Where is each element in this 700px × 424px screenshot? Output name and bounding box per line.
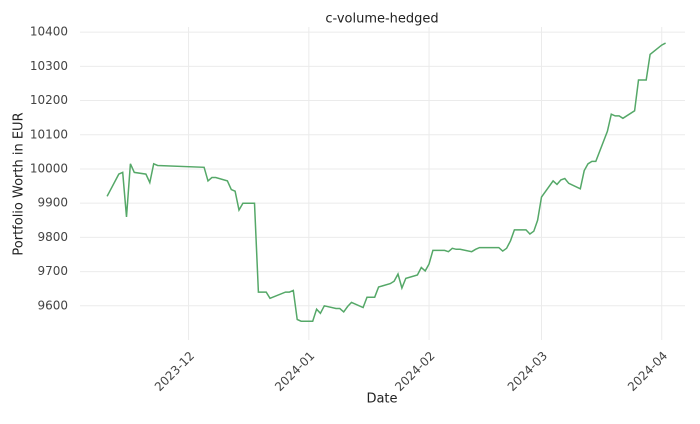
x-tick-label: 2023-12: [152, 349, 197, 394]
x-tick-label: 2024-01: [272, 349, 317, 394]
y-tick-label: 9800: [37, 230, 68, 244]
x-tick-label: 2024-03: [505, 349, 550, 394]
x-tick-label: 2024-04: [625, 349, 670, 394]
y-axis-label: Portfolio Worth in EUR: [12, 112, 27, 255]
y-tick-label: 10200: [30, 93, 68, 107]
data-line: [106, 42, 666, 322]
chart-title: c-volume-hedged: [325, 12, 438, 27]
y-tick-label: 10300: [30, 59, 68, 73]
y-tick-label: 10400: [30, 25, 68, 39]
y-tick-label: 9900: [37, 196, 68, 210]
y-tick-label: 10100: [30, 127, 68, 141]
x-axis-label: Date: [366, 392, 397, 407]
y-tick-label: 10000: [30, 161, 68, 175]
y-tick-label: 9700: [37, 264, 68, 278]
y-tick-label: 9600: [37, 298, 68, 312]
x-tick-label: 2024-02: [392, 349, 437, 394]
